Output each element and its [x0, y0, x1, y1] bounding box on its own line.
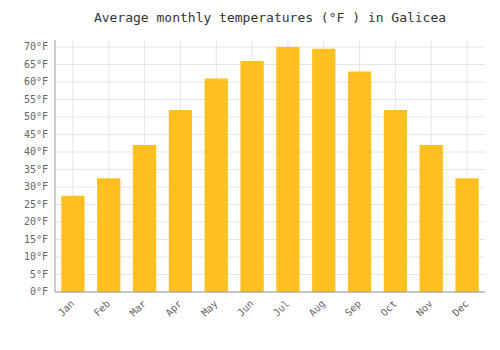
y-grid-line [55, 134, 485, 135]
x-tick-label: Aug [307, 298, 328, 319]
chart-svg: 0°F 5°F 10°F 15°F 20°F 25°F 30°F 35°F 40°F 45°F 50… [0, 0, 500, 350]
y-tick-label: 10°F [24, 251, 48, 262]
x-tick-label: Nov [414, 298, 435, 319]
bar [348, 72, 371, 293]
y-tick-label: 60°F [24, 76, 48, 87]
y-grid-line [55, 117, 485, 118]
bars [61, 47, 478, 292]
bar [276, 47, 299, 292]
y-tick-label: 35°F [24, 164, 48, 175]
y-grid-line [55, 64, 485, 65]
y-axis-line [55, 40, 56, 292]
y-tick-label: 0°F [30, 286, 48, 297]
x-tick-label: May [199, 298, 220, 319]
x-tick-label: Jun [235, 298, 256, 319]
bar [205, 79, 228, 293]
x-tick-label: Mar [128, 298, 149, 319]
bar [384, 110, 407, 292]
bar [420, 145, 443, 292]
y-tick-label: 30°F [24, 181, 48, 192]
x-tick-label: Sep [343, 298, 364, 319]
y-tick-label: 45°F [24, 129, 48, 140]
bar [455, 178, 478, 292]
bar [312, 49, 335, 292]
y-tick-label: 55°F [24, 94, 48, 105]
bar [61, 196, 84, 292]
x-tick-label: Dec [450, 298, 471, 319]
y-tick-label: 15°F [24, 234, 48, 245]
y-tick-label: 25°F [24, 199, 48, 210]
bar [240, 61, 263, 292]
y-grid-line [55, 47, 485, 48]
bar [133, 145, 156, 292]
chart-container: 0°F 5°F 10°F 15°F 20°F 25°F 30°F 35°F 40°F 45°F 50… [0, 0, 500, 350]
x-axis-line [55, 292, 485, 293]
x-axis: Jan Feb Mar Apr May Jun Jul Aug Sep Oct Nov Dec [56, 298, 471, 319]
chart-title: Average monthly temperatures (°F ) in Ga… [94, 10, 446, 25]
bar [97, 178, 120, 292]
y-tick-label: 65°F [24, 59, 48, 70]
y-grid-line [55, 82, 485, 83]
y-grid-line [55, 292, 485, 293]
x-tick-label: Jan [56, 298, 77, 319]
y-tick-label: 20°F [24, 216, 48, 227]
bar [169, 110, 192, 292]
y-tick-label: 70°F [24, 41, 48, 52]
y-axis: 0°F 5°F 10°F 15°F 20°F 25°F 30°F 35°F 40°F 45°F 50… [24, 41, 48, 297]
grid [55, 40, 485, 292]
x-tick-label: Jul [271, 298, 292, 319]
y-tick-label: 40°F [24, 146, 48, 157]
x-tick-label: Oct [378, 298, 399, 319]
x-tick-label: Feb [92, 298, 113, 319]
y-tick-label: 5°F [30, 269, 48, 280]
y-grid-line [55, 99, 485, 100]
y-tick-label: 50°F [24, 111, 48, 122]
x-tick-label: Apr [163, 298, 184, 319]
